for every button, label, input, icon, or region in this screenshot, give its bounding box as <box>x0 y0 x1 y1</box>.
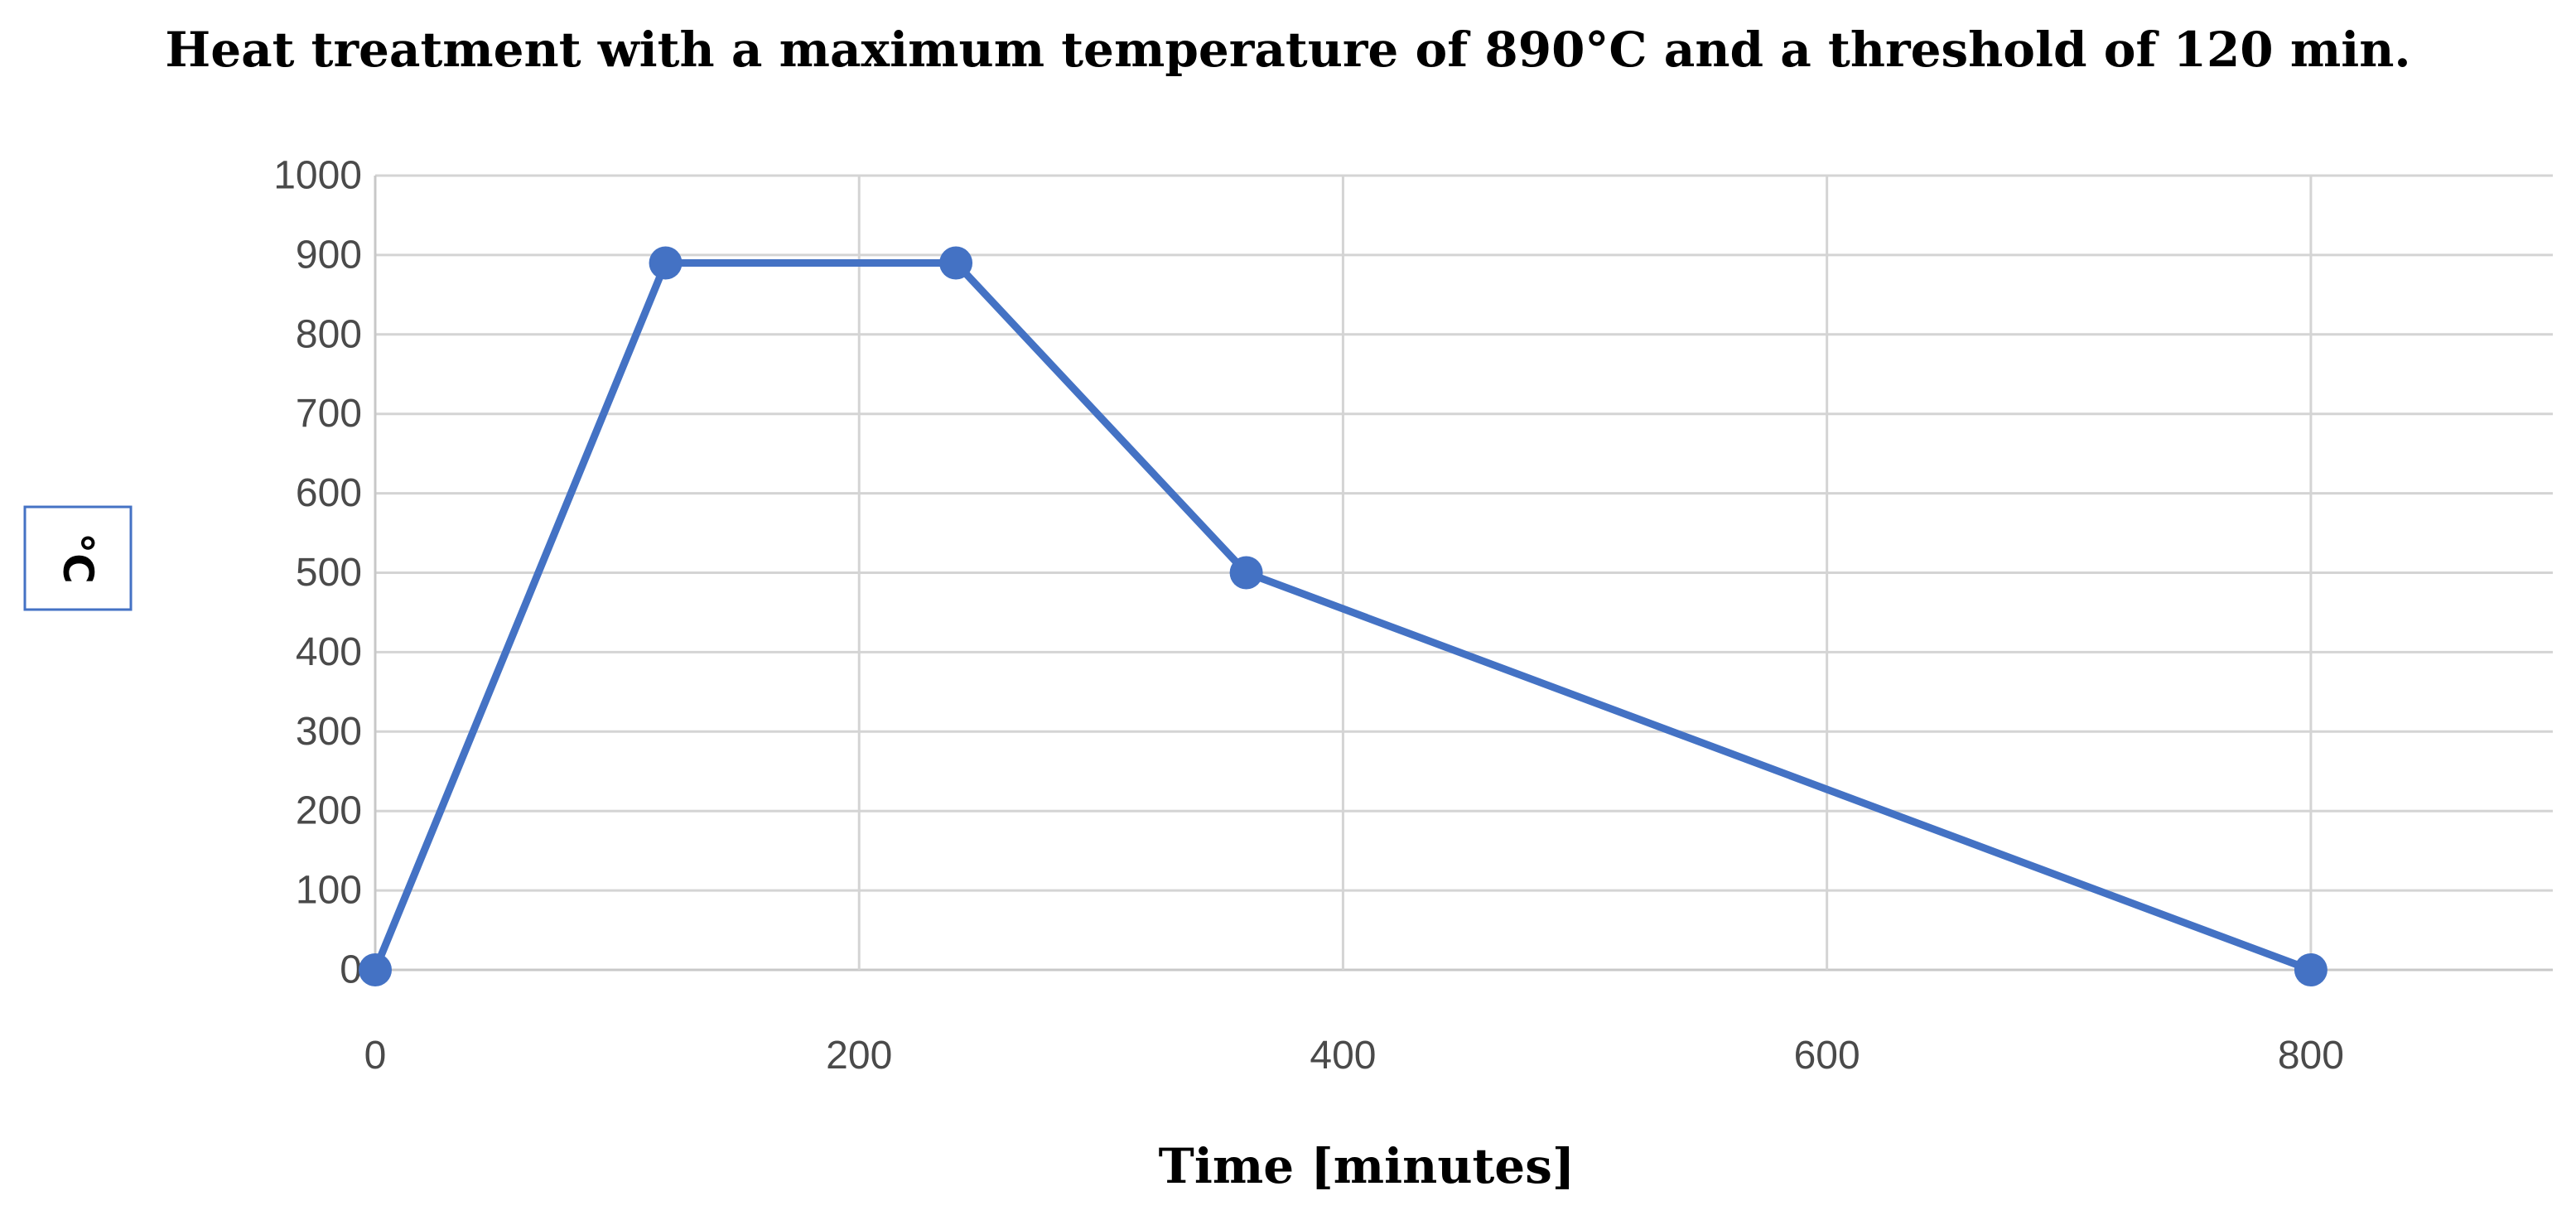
data-point <box>359 953 392 986</box>
data-point <box>939 246 973 280</box>
x-axis-ticks: 0 200 400 600 800 <box>364 1034 2344 1078</box>
y-tick-label: 1000 <box>273 154 362 198</box>
grid <box>374 174 2553 972</box>
y-axis-title-box: °C <box>23 505 133 611</box>
y-axis-title: °C <box>54 533 102 584</box>
data-point <box>1229 556 1263 590</box>
y-tick-label: 300 <box>296 710 362 754</box>
x-tick-label: 600 <box>1794 1034 1860 1078</box>
y-tick-label: 400 <box>296 630 362 674</box>
chart-title: Heat treatment with a maximum temperatur… <box>165 22 2410 78</box>
y-tick-label: 200 <box>296 789 362 833</box>
x-axis-title: Time [minutes] <box>1159 1138 1575 1194</box>
data-point <box>649 246 683 280</box>
y-tick-label: 600 <box>296 471 362 515</box>
y-tick-label: 700 <box>296 392 362 436</box>
y-tick-label: 100 <box>296 869 362 913</box>
series-layer <box>359 246 2328 986</box>
x-tick-label: 0 <box>364 1034 387 1078</box>
x-tick-label: 400 <box>1310 1034 1376 1078</box>
x-tick-label: 200 <box>826 1034 892 1078</box>
y-tick-label: 0 <box>340 948 362 992</box>
y-tick-label: 800 <box>296 312 362 356</box>
x-tick-label: 800 <box>2278 1034 2344 1078</box>
y-tick-label: 900 <box>296 233 362 277</box>
y-axis-ticks: 0 100 200 300 400 500 600 700 800 900 1000 <box>273 154 362 992</box>
data-point <box>2294 953 2328 986</box>
y-tick-label: 500 <box>296 551 362 595</box>
